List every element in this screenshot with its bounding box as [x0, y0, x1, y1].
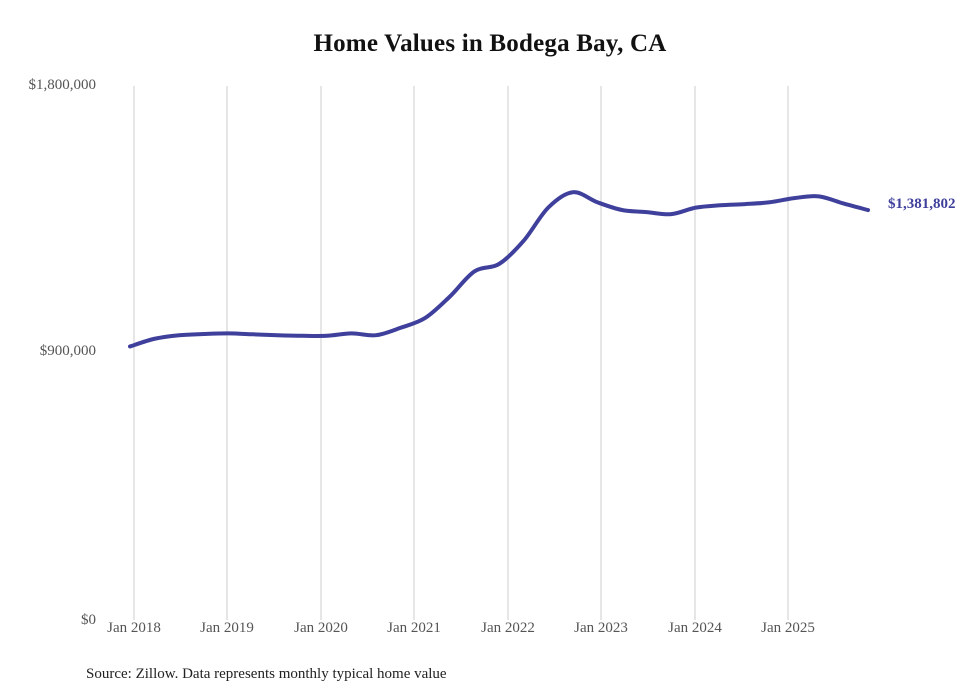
ytick-label-1800000: $1,800,000 [28, 77, 97, 93]
ytick-bottom: $0 [0, 612, 96, 630]
xtick-label-jan-2023: Jan 2023 [574, 620, 628, 636]
xtick-label-jan-2025: Jan 2025 [761, 620, 815, 636]
ytick-label-900000: $900,000 [39, 343, 96, 359]
ytick-top: $1,800,000 [0, 77, 97, 95]
source-note: Source: Zillow. Data represents monthly … [86, 666, 447, 682]
home-value-line [128, 190, 870, 349]
chart-title: Home Values in Bodega Bay, CA [313, 30, 667, 57]
end-value-label: $1,381,802 [888, 196, 956, 212]
gridlines [133, 86, 789, 620]
xtick-label-jan-2020: Jan 2020 [294, 620, 348, 636]
xtick-label-jan-2024: Jan 2024 [668, 620, 722, 636]
ytick-label-0: $0 [81, 612, 96, 628]
xtick-label-jan-2021: Jan 2021 [387, 620, 441, 636]
ytick-mid: $900,000 [0, 343, 96, 361]
xtick-label-jan-2018: Jan 2018 [107, 620, 161, 636]
xtick-label-jan-2019: Jan 2019 [200, 620, 254, 636]
xtick-label-jan-2022: Jan 2022 [481, 620, 535, 636]
